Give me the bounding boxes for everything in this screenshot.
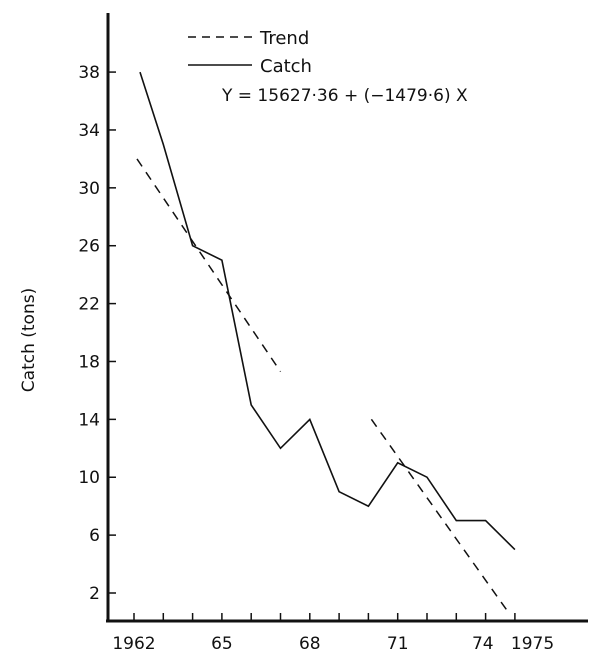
y-tick-label: 30 <box>78 179 100 199</box>
regression-equation: Y = 15627·36 + (−1479·6) X <box>221 86 468 106</box>
trend-segment <box>136 158 282 373</box>
x-tick-label: 71 <box>387 634 409 654</box>
y-tick-label: 38 <box>78 63 100 83</box>
legend-trend-label: Trend <box>259 28 309 49</box>
y-tick-label: 18 <box>78 352 100 372</box>
y-tick-label: 22 <box>78 295 100 315</box>
x-tick-label: 74 <box>472 634 494 654</box>
legend: Trend Catch <box>188 28 312 77</box>
y-tick-label: 6 <box>89 526 100 546</box>
trend-series <box>136 158 510 614</box>
axes <box>106 13 588 623</box>
y-tick-label: 34 <box>78 121 100 141</box>
y-tick-label: 26 <box>78 237 100 257</box>
y-tick-label: 10 <box>78 468 100 488</box>
trend-segment <box>370 418 510 614</box>
legend-catch-label: Catch <box>260 56 312 77</box>
x-tick-label: 65 <box>211 634 233 654</box>
y-tick-label: 2 <box>89 584 100 604</box>
catch-series-line <box>139 71 516 551</box>
x-ticks: 1962 65 68 71 74 1975 <box>112 613 554 654</box>
x-tick-label: 1962 <box>112 634 155 654</box>
y-axis-label: Catch (tons) <box>19 288 39 392</box>
x-tick-label: 1975 <box>511 634 554 654</box>
y-tick-label: 14 <box>78 410 100 430</box>
x-tick-label: 68 <box>299 634 321 654</box>
